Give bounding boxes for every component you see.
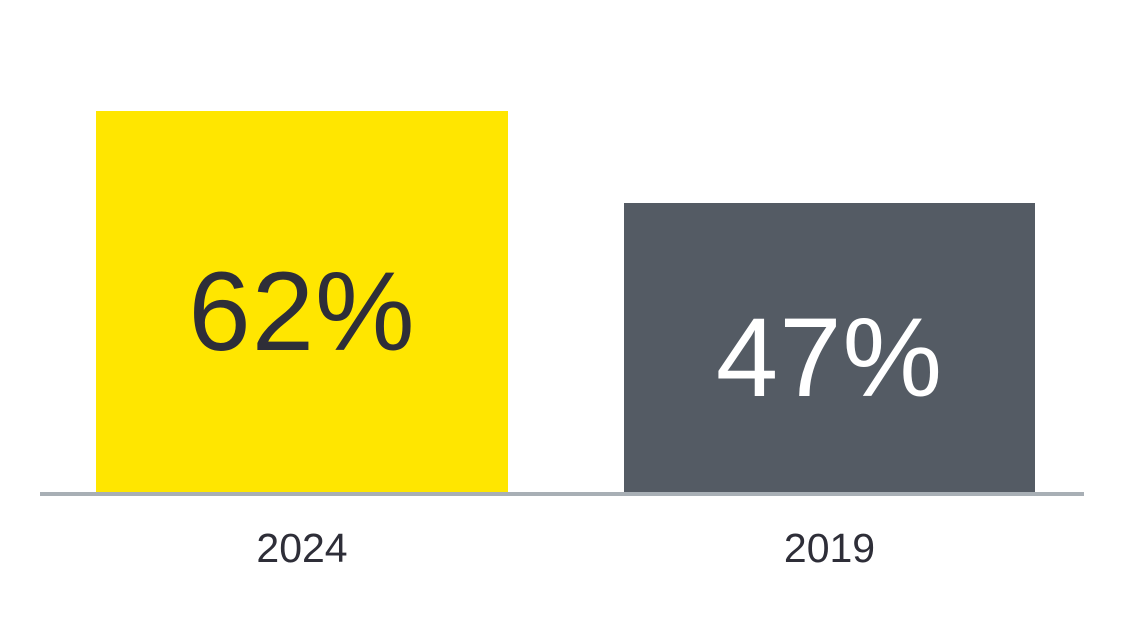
x-axis-baseline bbox=[40, 492, 1084, 496]
bar-2024: 62% bbox=[96, 111, 508, 492]
category-label-2019: 2019 bbox=[783, 525, 876, 571]
bar-value-label-2019: 47% bbox=[715, 294, 944, 420]
bar-value-label-2024: 62% bbox=[188, 248, 416, 374]
bar-2019: 47% bbox=[624, 203, 1035, 492]
category-label-2024: 2024 bbox=[256, 525, 348, 571]
